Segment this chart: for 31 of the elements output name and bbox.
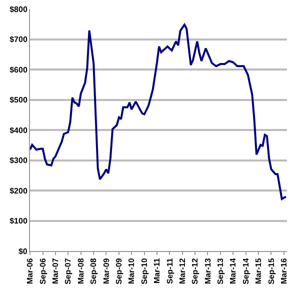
x-tick-label: Mar-14 [228, 258, 238, 284]
x-tick-label: Mar-11 [152, 258, 162, 284]
y-tick-label: $0 [18, 246, 28, 256]
x-tick-label: Sep-14 [241, 258, 250, 284]
x-tick-label: Sep-11 [165, 258, 174, 284]
x-tick-label: Sep-06 [38, 258, 48, 284]
y-tick-label: $800 [10, 4, 28, 14]
x-tick-label: Sep-07 [64, 258, 73, 284]
y-tick-label: $200 [10, 186, 28, 196]
x-tick-label: Mar-08 [76, 258, 86, 284]
y-tick-label: $400 [10, 126, 28, 135]
x-tick-label: Sep-08 [89, 258, 98, 284]
x-tick-label: Mar-13 [203, 258, 212, 284]
y-tick-label: $100 [10, 216, 28, 226]
x-tick-label: Sep-13 [216, 258, 226, 284]
line-series [30, 24, 287, 200]
x-tick-label: Sep-10 [140, 258, 149, 284]
x-tick-label: Mar-07 [50, 258, 60, 284]
x-tick-label: Mar-15 [254, 258, 264, 284]
x-tick-label: Mar-16 [279, 258, 288, 284]
y-tick-label: $700 [10, 35, 28, 44]
x-tick-label: Sep-15 [266, 258, 276, 284]
x-tick-label: Sep-09 [114, 258, 124, 284]
x-tick-label: Mar-12 [178, 258, 187, 284]
x-tick-label: Mar-09 [102, 258, 111, 284]
y-tick-label: $300 [10, 156, 28, 166]
x-tick-label: Mar-10 [127, 258, 136, 284]
x-tick-label: Mar-06 [26, 258, 35, 284]
y-tick-label: $600 [10, 65, 28, 74]
y-tick-label: $500 [10, 96, 28, 105]
x-tick-label: Sep-12 [190, 258, 200, 284]
